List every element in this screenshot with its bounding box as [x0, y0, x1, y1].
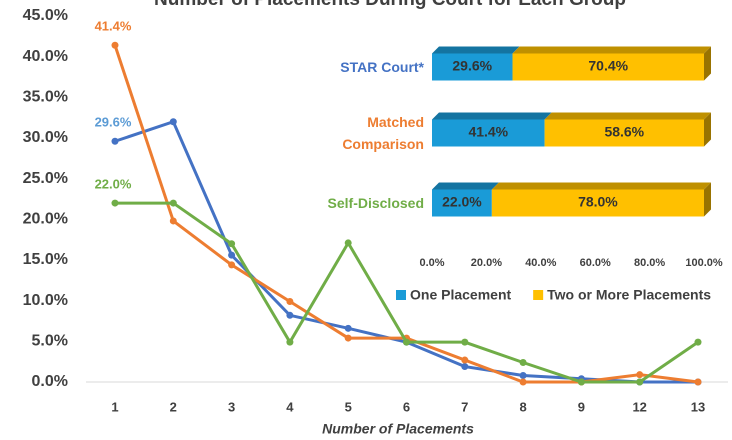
bar-side — [704, 46, 711, 81]
x-tick-label: 13 — [691, 399, 705, 414]
data-point — [286, 338, 294, 346]
bar-side — [704, 112, 711, 147]
y-tick-label: 45.0% — [23, 7, 68, 24]
y-tick-label: 40.0% — [23, 48, 68, 65]
data-point — [344, 334, 352, 342]
data-point — [111, 199, 119, 207]
data-point — [228, 240, 236, 248]
bar — [432, 189, 492, 217]
category-label: Self-Disclosed — [327, 195, 424, 211]
x-tick-label: 4 — [286, 399, 294, 414]
bar-top — [512, 46, 711, 54]
x-tick-label: 80.0% — [634, 257, 665, 269]
y-tick-label: 15.0% — [23, 251, 68, 268]
bar — [491, 189, 704, 217]
x-tick-label: 5 — [345, 399, 352, 414]
data-point — [169, 118, 177, 126]
data-label: 58.6% — [604, 124, 644, 140]
data-point — [228, 261, 236, 269]
bar-top — [432, 46, 520, 54]
data-label: 41.4% — [95, 19, 132, 34]
data-point — [461, 338, 469, 346]
x-tick-label: 12 — [632, 399, 646, 414]
data-point — [228, 251, 236, 259]
data-label: 70.4% — [588, 58, 628, 74]
x-tick-label: 60.0% — [580, 257, 611, 269]
x-tick-label: 8 — [519, 399, 526, 414]
x-tick-label: 3 — [228, 399, 235, 414]
bar-top — [491, 182, 711, 190]
data-point — [577, 378, 585, 386]
data-point — [169, 199, 177, 207]
legend-label: One Placement — [410, 287, 511, 303]
data-point — [286, 311, 294, 319]
data-point — [461, 356, 469, 364]
legend-swatch — [533, 290, 544, 300]
x-tick-label: 1 — [111, 399, 118, 414]
data-point — [111, 137, 119, 145]
data-point — [461, 363, 469, 371]
bar — [432, 119, 545, 147]
data-point — [286, 297, 294, 305]
data-label: 22.0% — [442, 194, 482, 210]
data-point — [344, 324, 352, 332]
bar — [432, 53, 513, 81]
x-axis-label: Number of Placements — [322, 421, 474, 437]
y-tick-label: 25.0% — [23, 170, 68, 187]
x-tick-label: 6 — [403, 399, 410, 414]
bar-top — [544, 112, 711, 120]
data-label: 78.0% — [578, 194, 618, 210]
y-tick-label: 20.0% — [23, 211, 68, 228]
data-point — [111, 41, 119, 49]
data-point — [519, 371, 527, 379]
bar — [512, 53, 704, 81]
bar — [544, 119, 704, 147]
x-tick-label: 2 — [170, 399, 177, 414]
x-tick-label: 20.0% — [471, 257, 502, 269]
data-point — [636, 371, 644, 379]
x-tick-label: 7 — [461, 399, 468, 414]
data-label: 22.0% — [95, 177, 132, 192]
legend-swatch — [396, 290, 406, 300]
data-point — [344, 239, 352, 247]
data-point — [519, 378, 527, 386]
chart-title: Number of Placements During Court for Ea… — [154, 0, 626, 10]
data-point — [636, 378, 644, 386]
x-tick-label: 9 — [578, 399, 585, 414]
legend-label: Two or More Placements — [547, 287, 711, 303]
category-label: STAR Court* — [340, 59, 424, 75]
bar-top — [432, 182, 499, 190]
x-tick-label: 100.0% — [685, 257, 723, 269]
data-label: 29.6% — [452, 58, 492, 74]
y-tick-label: 5.0% — [32, 333, 68, 350]
data-point — [403, 338, 410, 346]
data-point — [694, 338, 702, 346]
data-point — [519, 358, 527, 366]
y-tick-label: 10.0% — [23, 292, 68, 309]
data-point — [694, 378, 702, 386]
bar-top — [432, 112, 552, 120]
data-point — [169, 217, 177, 225]
x-tick-label: 40.0% — [525, 257, 556, 269]
x-tick-label: 0.0% — [419, 257, 444, 269]
data-label: 41.4% — [468, 124, 508, 140]
bar-side — [704, 182, 711, 217]
y-tick-label: 35.0% — [23, 89, 68, 106]
category-label: Matched Comparison — [342, 114, 424, 152]
y-tick-label: 30.0% — [23, 129, 68, 146]
data-label: 29.6% — [95, 115, 132, 130]
y-tick-label: 0.0% — [32, 373, 68, 390]
